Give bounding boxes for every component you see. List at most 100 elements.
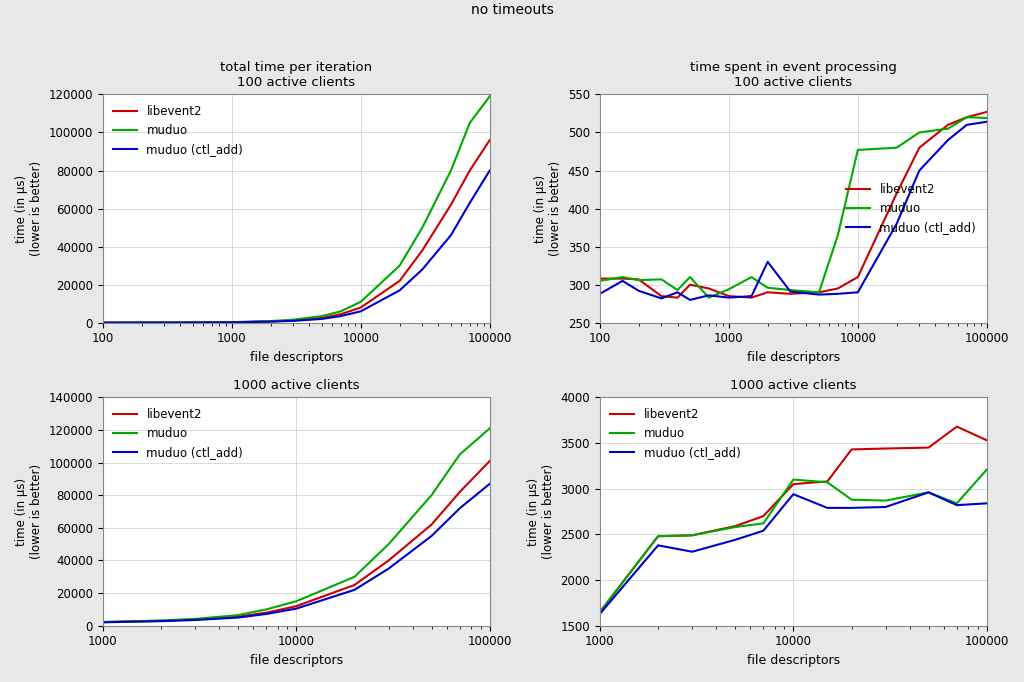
- libevent2: [961, 113, 973, 121]
- Line: libevent2: libevent2: [600, 426, 987, 612]
- libevent2: [981, 436, 993, 445]
- libevent2: [633, 276, 645, 284]
- libevent2: [784, 290, 797, 298]
- muduo (ctl_add): [206, 318, 218, 327]
- libevent2: [206, 318, 218, 327]
- muduo (ctl_add): [444, 231, 457, 239]
- libevent2: [757, 512, 769, 520]
- Line: muduo (ctl_add): muduo (ctl_add): [102, 170, 489, 323]
- Y-axis label: time (in µs)
(lower is better): time (in µs) (lower is better): [527, 464, 555, 559]
- muduo: [923, 488, 935, 496]
- muduo: [335, 307, 347, 315]
- muduo: [225, 318, 238, 326]
- Line: libevent2: libevent2: [102, 140, 489, 323]
- libevent2: [942, 121, 954, 129]
- muduo (ctl_add): [189, 616, 202, 624]
- Line: libevent2: libevent2: [102, 461, 489, 622]
- muduo (ctl_add): [787, 490, 800, 499]
- muduo (ctl_add): [880, 503, 892, 511]
- muduo (ctl_add): [923, 488, 935, 496]
- muduo: [290, 597, 302, 606]
- muduo (ctl_add): [762, 258, 774, 266]
- Line: muduo (ctl_add): muduo (ctl_add): [102, 484, 489, 622]
- muduo (ctl_add): [186, 318, 199, 327]
- muduo: [135, 318, 147, 327]
- muduo: [231, 611, 244, 619]
- Line: muduo: muduo: [102, 428, 489, 622]
- libevent2: [264, 317, 276, 325]
- muduo (ctl_add): [652, 542, 665, 550]
- libevent2: [762, 288, 774, 297]
- libevent2: [821, 477, 834, 486]
- Line: muduo: muduo: [600, 117, 987, 297]
- muduo: [444, 166, 457, 175]
- Title: 1000 active clients: 1000 active clients: [730, 379, 857, 392]
- muduo (ctl_add): [702, 291, 715, 299]
- Title: time spent in event processing
100 active clients: time spent in event processing 100 activ…: [690, 61, 897, 89]
- muduo (ctl_add): [382, 565, 394, 573]
- muduo: [672, 286, 684, 294]
- muduo: [813, 288, 825, 297]
- Legend: libevent2, muduo, muduo (ctl_add): libevent2, muduo, muduo (ctl_add): [842, 179, 981, 239]
- libevent2: [135, 318, 147, 327]
- muduo: [655, 276, 668, 284]
- libevent2: [655, 292, 668, 300]
- libevent2: [96, 618, 109, 626]
- muduo: [483, 424, 496, 432]
- muduo: [652, 532, 665, 540]
- muduo (ctl_add): [174, 318, 186, 327]
- muduo (ctl_add): [831, 290, 844, 298]
- muduo (ctl_add): [913, 166, 926, 175]
- muduo (ctl_add): [315, 315, 328, 323]
- muduo (ctl_add): [961, 121, 973, 129]
- muduo (ctl_add): [393, 286, 406, 295]
- Legend: libevent2, muduo, muduo (ctl_add): libevent2, muduo, muduo (ctl_add): [109, 403, 248, 464]
- muduo (ctl_add): [464, 198, 476, 207]
- libevent2: [787, 480, 800, 488]
- muduo: [913, 128, 926, 136]
- muduo: [189, 614, 202, 623]
- muduo: [594, 277, 606, 285]
- libevent2: [158, 318, 170, 327]
- libevent2: [225, 318, 238, 327]
- libevent2: [96, 318, 109, 327]
- libevent2: [393, 277, 406, 285]
- Line: libevent2: libevent2: [600, 112, 987, 297]
- muduo: [594, 608, 606, 616]
- muduo (ctl_add): [757, 527, 769, 535]
- libevent2: [483, 136, 496, 144]
- muduo: [762, 284, 774, 292]
- muduo (ctl_add): [158, 318, 170, 327]
- muduo: [393, 262, 406, 270]
- muduo (ctl_add): [655, 295, 668, 303]
- muduo: [723, 285, 735, 293]
- libevent2: [186, 318, 199, 327]
- muduo: [264, 317, 276, 325]
- Line: muduo (ctl_add): muduo (ctl_add): [600, 492, 987, 614]
- Legend: libevent2, muduo, muduo (ctl_add): libevent2, muduo, muduo (ctl_add): [606, 403, 745, 464]
- muduo: [315, 312, 328, 320]
- Y-axis label: time (in µs)
(lower is better): time (in µs) (lower is better): [15, 161, 43, 256]
- libevent2: [354, 303, 367, 312]
- libevent2: [616, 274, 629, 282]
- muduo: [961, 113, 973, 121]
- muduo: [158, 318, 170, 327]
- muduo: [382, 540, 394, 548]
- muduo (ctl_add): [594, 290, 606, 298]
- muduo (ctl_add): [891, 220, 903, 228]
- muduo: [483, 92, 496, 100]
- muduo (ctl_add): [225, 318, 238, 327]
- muduo (ctl_add): [425, 532, 437, 540]
- Line: muduo: muduo: [102, 96, 489, 323]
- muduo (ctl_add): [354, 307, 367, 315]
- libevent2: [287, 316, 299, 325]
- muduo (ctl_add): [672, 288, 684, 297]
- muduo: [186, 318, 199, 327]
- muduo: [454, 450, 466, 458]
- muduo (ctl_add): [852, 288, 864, 297]
- muduo: [981, 465, 993, 473]
- muduo (ctl_add): [594, 610, 606, 618]
- muduo: [729, 523, 741, 531]
- muduo (ctl_add): [287, 316, 299, 325]
- libevent2: [425, 520, 437, 529]
